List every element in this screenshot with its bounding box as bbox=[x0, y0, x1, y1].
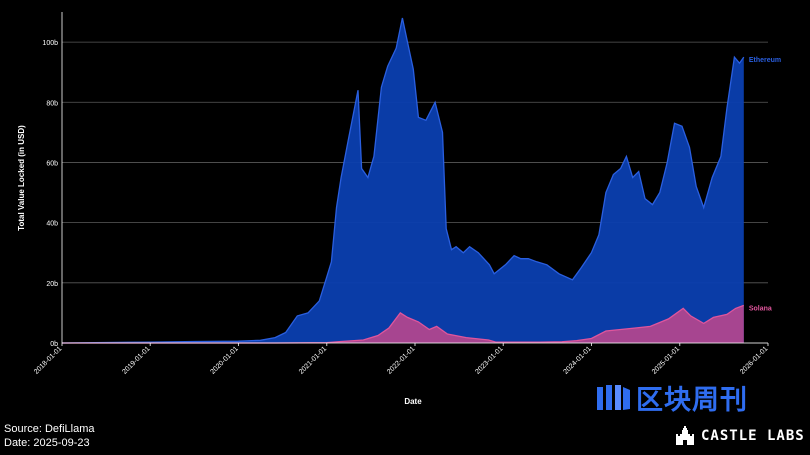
y-tick-label: 80b bbox=[46, 100, 58, 107]
x-tick-label: 2023-01-01 bbox=[474, 345, 504, 375]
series-area-solana bbox=[62, 305, 744, 343]
y-tick-label: 0b bbox=[50, 341, 58, 348]
source-note: Source: DefiLlama bbox=[4, 423, 95, 435]
castle-icon bbox=[676, 426, 694, 445]
watermark-en: CASTLE LABS bbox=[674, 425, 805, 447]
series-area-ethereum bbox=[62, 18, 744, 343]
series-line-solana bbox=[62, 304, 745, 344]
y-tick-label: 100b bbox=[42, 40, 58, 47]
book-logo-icon bbox=[597, 384, 630, 410]
y-tick-label: 20b bbox=[46, 281, 58, 288]
x-tick-label: 2026-01-01 bbox=[739, 345, 769, 375]
x-tick-label: 2019-01-01 bbox=[121, 345, 151, 375]
y-axis-title: Total Value Locked (in USD) bbox=[17, 125, 26, 231]
x-tick-label: 2018-01-01 bbox=[33, 345, 63, 375]
x-tick-label: 2022-01-01 bbox=[386, 345, 416, 375]
x-tick-label: 2021-01-01 bbox=[298, 345, 328, 375]
x-tick-label: 2024-01-01 bbox=[563, 345, 593, 375]
date-note: Date: 2025-09-23 bbox=[4, 437, 90, 449]
watermark-zh: 区块周刊 bbox=[596, 378, 748, 417]
x-tick-label: 2020-01-01 bbox=[210, 345, 240, 375]
series-line-ethereum bbox=[61, 17, 745, 344]
y-tick-label: 40b bbox=[46, 221, 58, 228]
series-areas bbox=[61, 17, 745, 344]
watermark-zh-text: 区块周刊 bbox=[636, 385, 748, 416]
x-tick-label: 2025-01-01 bbox=[651, 345, 681, 375]
series-label-solana: Solana bbox=[749, 305, 772, 312]
watermark-en-text: CASTLE LABS bbox=[701, 428, 805, 444]
series-labels: Ethereum Solana bbox=[749, 57, 781, 312]
x-axis-title: Date bbox=[404, 397, 422, 406]
y-tick-label: 60b bbox=[46, 160, 58, 167]
series-label-ethereum: Ethereum bbox=[749, 57, 781, 64]
